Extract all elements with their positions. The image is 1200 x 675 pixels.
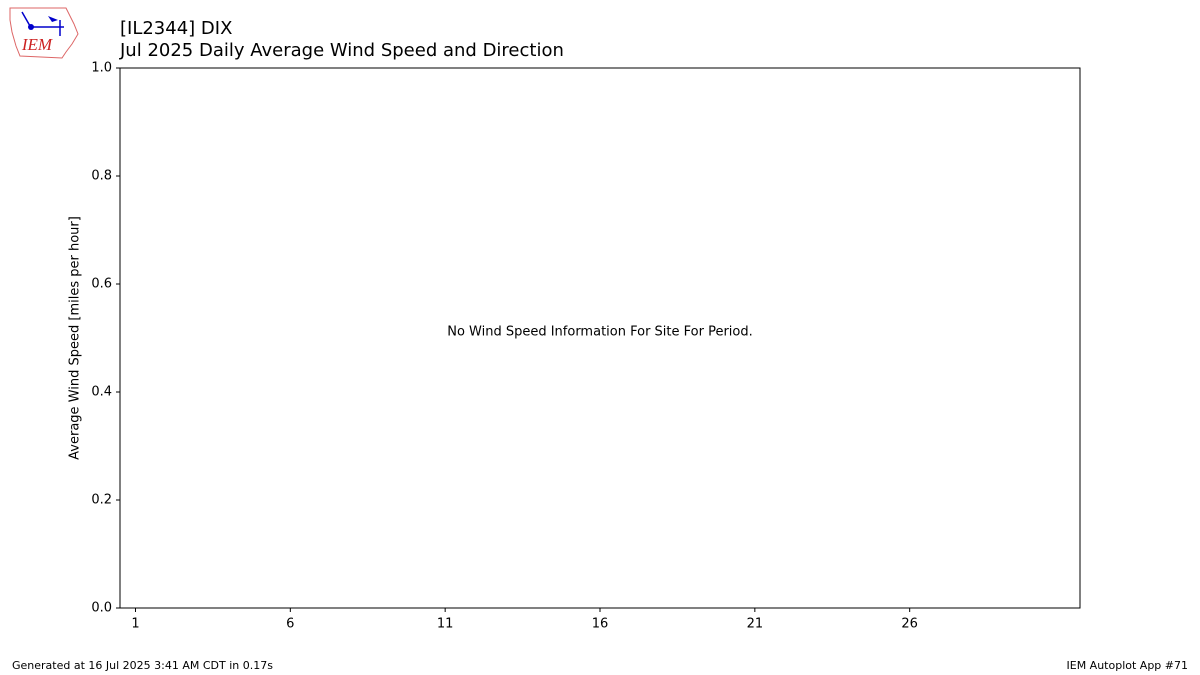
logo: IEM [9,7,79,59]
y-tick-label: 0.8 [91,169,112,184]
y-tick-label: 1.0 [91,61,112,76]
y-tick-label: 0.4 [91,385,112,400]
y-tick-label: 0.0 [91,601,112,616]
x-tick-label: 26 [901,617,918,632]
y-axis-label: Average Wind Speed [miles per hour] [68,216,83,460]
x-tick-label: 21 [747,617,764,632]
annotation: No Wind Speed Information For Site For P… [447,325,753,340]
footer-right: IEM Autoplot App #71 [1067,659,1189,672]
chart-subtitle: Jul 2025 Daily Average Wind Speed and Di… [119,40,564,61]
y-tick-label: 0.2 [91,493,112,508]
x-tick-label: 16 [592,617,609,632]
chart-title: [IL2344] DIX [120,18,232,39]
footer-left: Generated at 16 Jul 2025 3:41 AM CDT in … [12,659,273,672]
x-tick-label: 1 [131,617,139,632]
x-tick-label: 6 [286,617,294,632]
y-tick-label: 0.6 [91,277,112,292]
x-tick-label: 11 [437,617,454,632]
logo-text: IEM [21,35,53,54]
